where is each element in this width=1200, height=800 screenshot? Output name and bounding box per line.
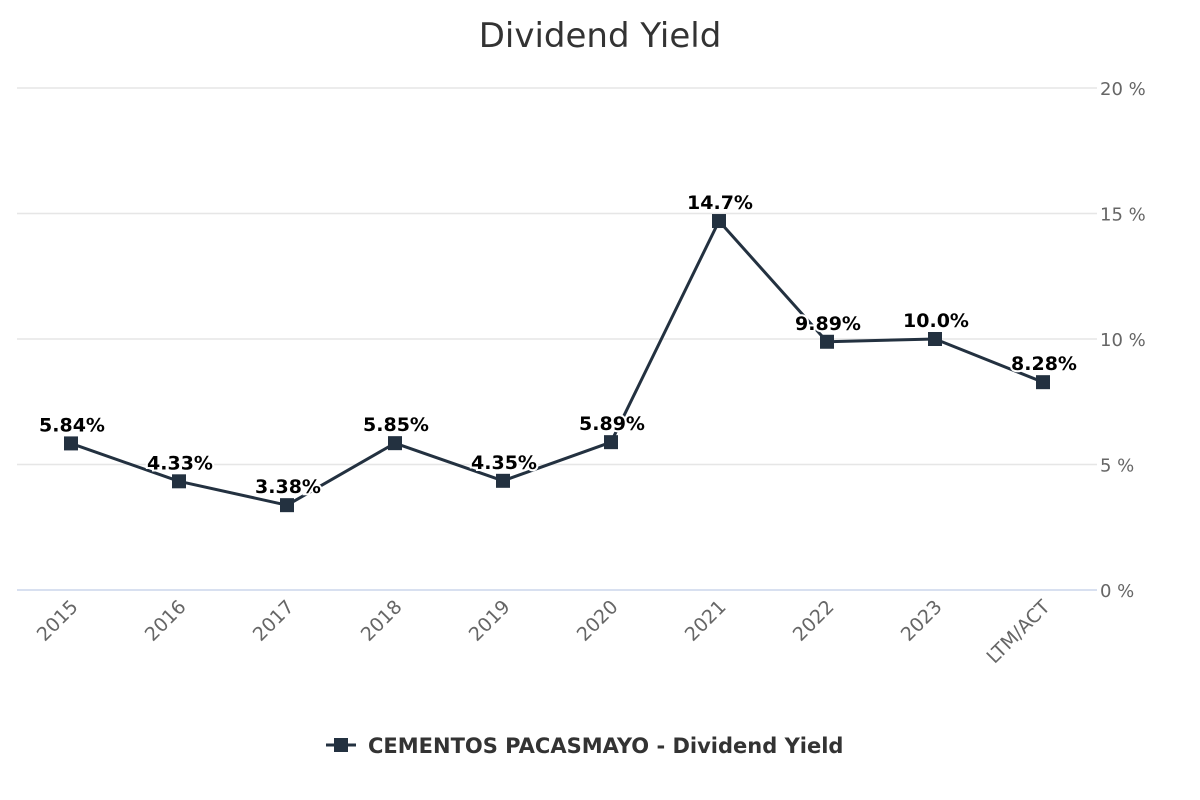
data-label: 8.28% [1011, 353, 1077, 375]
data-point[interactable] [280, 498, 294, 513]
x-tick-label: 2021 [681, 596, 731, 646]
data-point[interactable] [64, 436, 78, 451]
y-tick-label: 0 % [1100, 581, 1134, 602]
y-tick-label: 10 % [1100, 330, 1146, 351]
x-tick-label: LTM/ACT [982, 596, 1054, 668]
data-label: 3.38% [255, 476, 321, 498]
x-tick-label: 2019 [465, 596, 515, 646]
x-tick-label: 2016 [141, 596, 191, 646]
data-label: 9.89% [795, 313, 861, 335]
x-tick-label: 2018 [357, 596, 407, 646]
data-point[interactable] [712, 214, 726, 229]
legend-label[interactable]: CEMENTOS PACASMAYO - Dividend Yield [368, 734, 843, 758]
y-tick-label: 20 % [1100, 79, 1146, 100]
data-label: 10.0% [903, 310, 969, 332]
data-label: 5.89% [579, 413, 645, 435]
data-label: 5.85% [363, 414, 429, 436]
legend-marker-icon [334, 738, 348, 752]
data-label: 4.35% [471, 452, 537, 474]
y-tick-label: 15 % [1100, 205, 1146, 226]
legend[interactable]: CEMENTOS PACASMAYO - Dividend Yield [326, 734, 843, 758]
x-tick-label: 2020 [573, 596, 623, 646]
x-tick-label: 2017 [249, 596, 299, 646]
y-tick-label: 5 % [1100, 456, 1134, 477]
data-point[interactable] [496, 473, 510, 488]
data-point[interactable] [172, 474, 186, 489]
data-point[interactable] [928, 332, 942, 346]
x-tick-label: 2023 [897, 596, 947, 646]
data-point[interactable] [1036, 375, 1050, 390]
data-point[interactable] [820, 334, 834, 349]
data-point[interactable] [604, 435, 618, 450]
data-label: 14.7% [687, 192, 753, 214]
chart-title: Dividend Yield [479, 16, 722, 56]
x-tick-label: 2022 [789, 596, 839, 646]
data-point[interactable] [388, 436, 402, 451]
data-label: 4.33% [147, 452, 213, 474]
x-tick-label: 2015 [33, 596, 83, 646]
data-label: 5.84% [39, 414, 105, 436]
series-line [70, 219, 1044, 507]
